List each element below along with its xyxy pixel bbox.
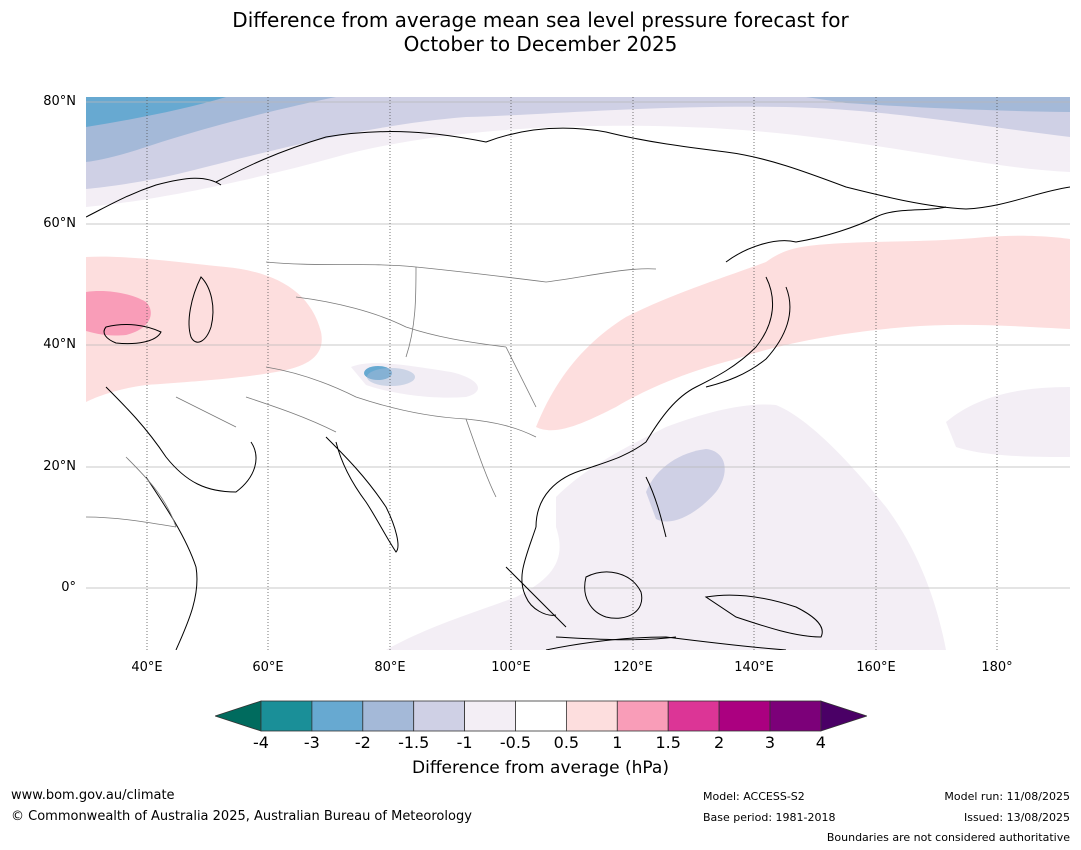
colorbar-tick-label: -3	[303, 733, 320, 752]
colorbar-cell	[311, 700, 364, 732]
country-borders	[86, 261, 657, 528]
lat-label-0: 0°	[61, 580, 76, 595]
colorbar-tick-label: -1.5	[398, 733, 430, 752]
colorbar-tick-label: 2	[714, 733, 725, 752]
colorbar-tick-label: 3	[764, 733, 776, 752]
lon-label-40e: 40°E	[131, 660, 163, 675]
title-line-1: Difference from average mean sea level p…	[232, 8, 849, 32]
colorbar-cell	[718, 700, 771, 732]
colorbar-title: Difference from average (hPa)	[412, 758, 669, 778]
map-canvas	[86, 97, 1070, 650]
latitude-gridlines	[86, 101, 1070, 589]
footer-base-period: Base period: 1981-2018	[703, 811, 836, 824]
lon-label-60e: 60°E	[252, 660, 284, 675]
colorbar-cell	[413, 700, 465, 732]
lat-label-80n: 80°N	[43, 94, 76, 109]
anomaly-region-east-asia	[536, 235, 1070, 431]
colorbar-tick-label: -4	[253, 733, 269, 752]
colorbar-tick-label: 0.5	[553, 733, 580, 752]
lon-label-180: 180°	[981, 660, 1013, 675]
anomaly-region-central-asia	[86, 256, 322, 402]
footer-model-run: Model run: 11/08/2025	[944, 790, 1070, 803]
colorbar-cell	[565, 700, 618, 732]
colorbar-cell	[616, 700, 669, 732]
colorbar-tick-label: 1.5	[655, 733, 681, 752]
lat-label-40n: 40°N	[43, 337, 76, 352]
anomaly-region-arctic-east	[806, 97, 1070, 112]
colorbar-cell	[362, 700, 415, 732]
footer-issued: Issued: 13/08/2025	[963, 811, 1070, 824]
anomaly-region-arctic-strong	[86, 97, 226, 127]
colorbar-tick-label: 1	[612, 733, 623, 752]
chart-title: Difference from average mean sea level p…	[0, 8, 1081, 56]
colorbar-cell	[667, 700, 720, 732]
colorbar-tick-label: -2	[354, 733, 371, 752]
lon-label-100e: 100°E	[491, 660, 531, 675]
lat-label-60n: 60°N	[43, 216, 76, 231]
longitude-gridlines	[146, 97, 998, 650]
lon-label-80e: 80°E	[374, 660, 406, 675]
anomaly-region-west-pacific	[386, 404, 946, 650]
coastlines	[86, 127, 1070, 650]
lon-label-160e: 160°E	[856, 660, 896, 675]
footer-disclaimer: Boundaries are not considered authoritat…	[826, 831, 1070, 844]
colorbar-tick-label: 4	[815, 733, 826, 752]
colorbar-cell	[769, 700, 822, 732]
colorbar-cell	[515, 700, 567, 732]
colorbar-arrow-low	[215, 700, 262, 732]
anomaly-region-arctic-mid	[86, 97, 1070, 189]
colorbar	[215, 700, 867, 732]
colorbar-tick-label: -1	[456, 733, 473, 752]
footer-website: www.bom.gov.au/climate	[11, 788, 175, 803]
footer-copyright: © Commonwealth of Australia 2025, Austra…	[11, 809, 472, 824]
title-line-2: October to December 2025	[403, 32, 678, 56]
lon-label-120e: 120°E	[613, 660, 653, 675]
lon-label-140e: 140°E	[734, 660, 774, 675]
colorbar-tick-label: -0.5	[499, 733, 532, 752]
anomaly-region-tibet-ring	[367, 368, 415, 386]
footer-model: Model: ACCESS-S2	[703, 790, 805, 803]
colorbar-cell	[260, 700, 313, 732]
lat-label-20n: 20°N	[43, 459, 76, 474]
colorbar-cell	[464, 700, 516, 732]
pressure-anomaly-map	[86, 97, 1070, 650]
anomaly-region-central-pacific	[946, 387, 1070, 457]
colorbar-arrow-high	[820, 700, 867, 732]
